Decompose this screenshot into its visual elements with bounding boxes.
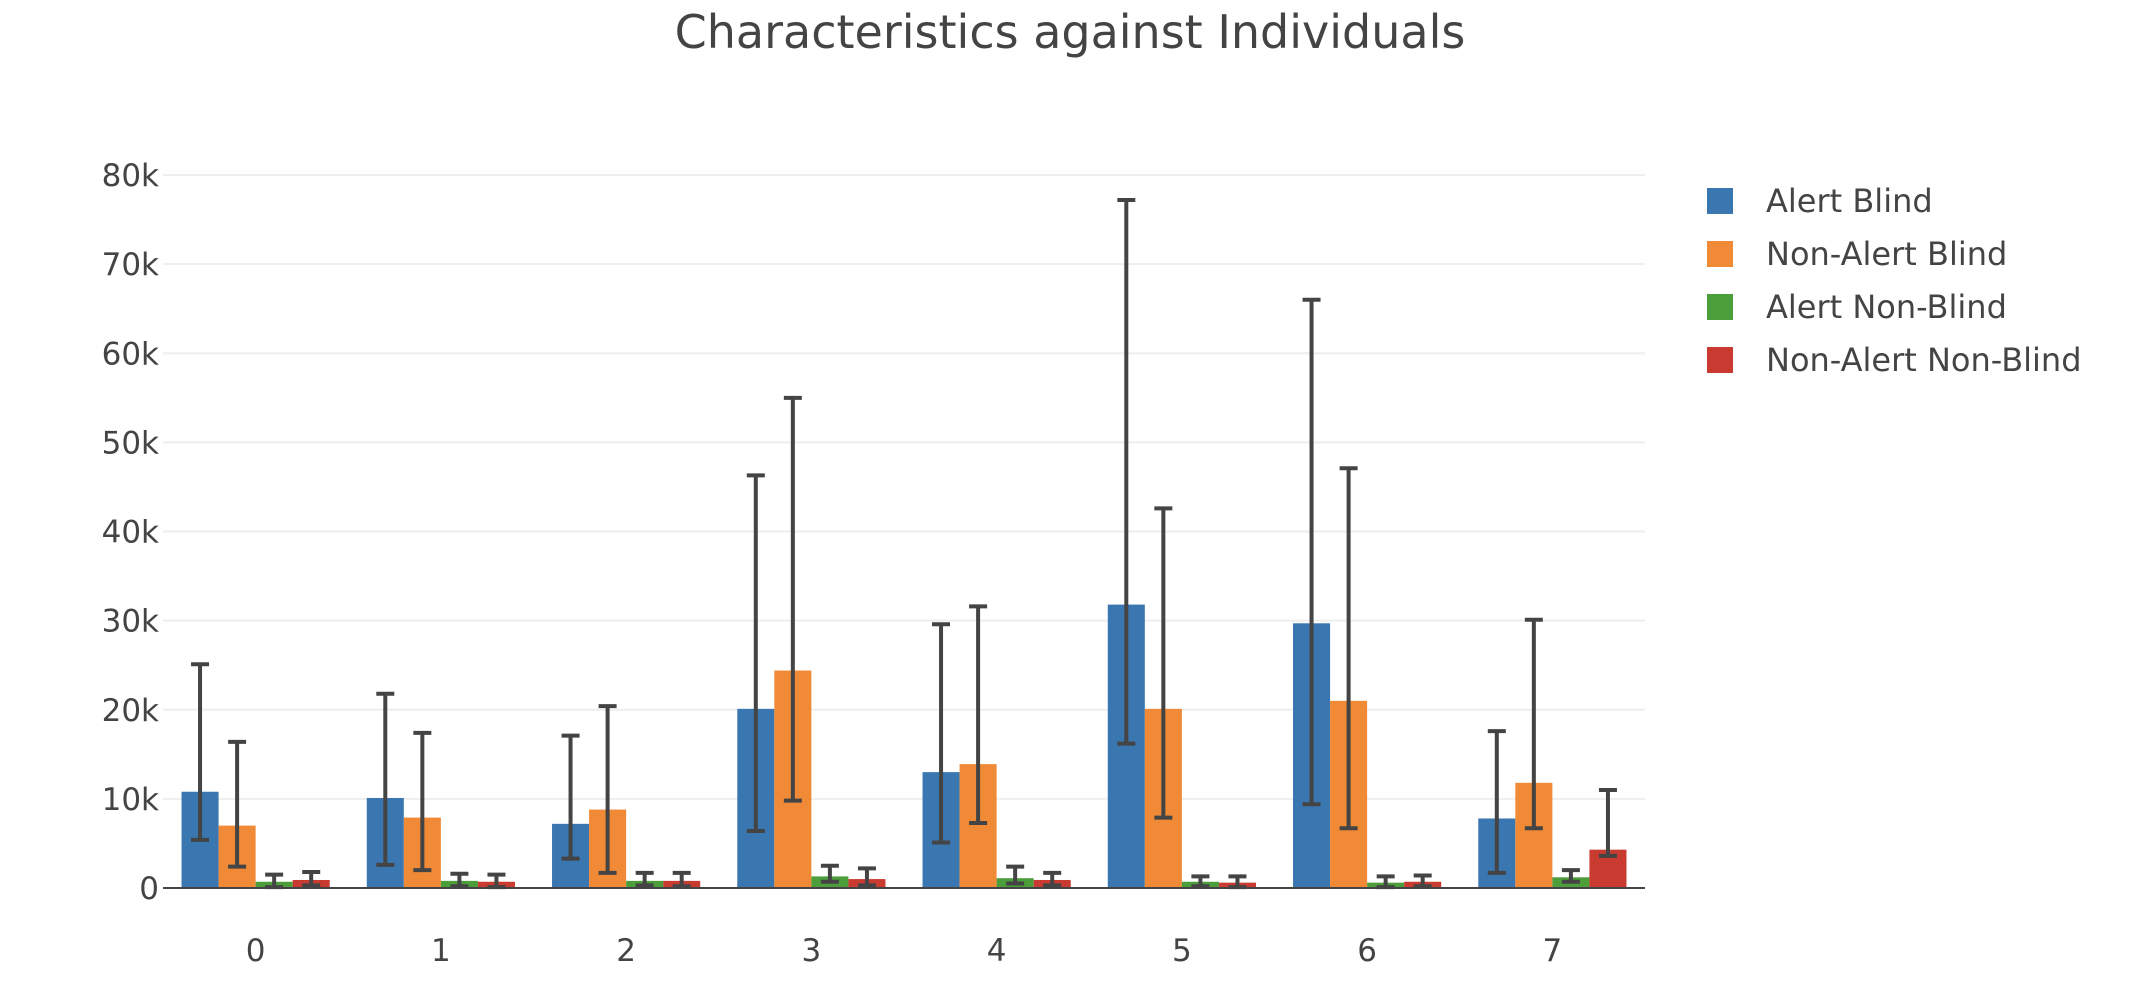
error-bar xyxy=(783,395,802,803)
error-bars xyxy=(191,197,1617,890)
error-bar xyxy=(1413,873,1432,889)
x-tick-label: 0 xyxy=(246,933,266,969)
chart-title: Characteristics against Individuals xyxy=(675,5,1466,59)
error-bar xyxy=(191,662,210,842)
y-tick-label: 30k xyxy=(102,604,159,640)
error-bar xyxy=(1561,868,1580,884)
legend-label[interactable]: Non-Alert Blind xyxy=(1766,235,2007,273)
y-tick-label: 40k xyxy=(102,515,159,551)
error-bar xyxy=(746,473,765,833)
error-bar xyxy=(376,691,395,867)
y-tick-label: 70k xyxy=(102,247,159,283)
error-bar xyxy=(932,622,951,845)
error-bar xyxy=(1339,466,1358,831)
error-bar xyxy=(1487,729,1506,875)
y-tick-label: 0 xyxy=(139,871,159,907)
x-tick-label: 5 xyxy=(1172,933,1192,969)
y-tick-label: 50k xyxy=(102,425,159,461)
error-bar xyxy=(598,704,617,875)
y-tick-label: 80k xyxy=(102,158,159,194)
error-bar xyxy=(1598,787,1617,858)
error-bar xyxy=(1524,617,1543,831)
error-bar xyxy=(1154,506,1173,820)
error-bar xyxy=(487,872,506,890)
legend-label[interactable]: Alert Non-Blind xyxy=(1766,288,2007,326)
x-axis-ticks: 0 1 2 3 4 5 6 7 xyxy=(246,933,1562,969)
error-bar xyxy=(1043,870,1062,888)
legend-swatch[interactable] xyxy=(1707,188,1733,214)
y-tick-label: 10k xyxy=(102,782,159,818)
legend-swatch[interactable] xyxy=(1707,347,1733,373)
x-tick-label: 7 xyxy=(1543,933,1563,969)
error-bar xyxy=(1191,874,1210,889)
x-tick-label: 1 xyxy=(431,933,451,969)
legend-swatch[interactable] xyxy=(1707,294,1733,320)
legend-label[interactable]: Alert Blind xyxy=(1766,182,1933,220)
legend-swatch[interactable] xyxy=(1707,241,1733,267)
error-bar xyxy=(413,730,432,873)
error-bar xyxy=(820,863,839,884)
error-bar xyxy=(1117,197,1136,746)
gridlines xyxy=(163,174,1645,800)
x-tick-label: 3 xyxy=(802,933,822,969)
error-bar xyxy=(1006,864,1025,886)
x-tick-label: 4 xyxy=(987,933,1007,969)
y-tick-label: 20k xyxy=(102,693,159,729)
error-bar xyxy=(265,872,284,890)
error-bar xyxy=(635,870,654,888)
bars xyxy=(181,604,1627,888)
y-axis-ticks: 0 10k 20k 30k 40k 50k 60k 70k 80k xyxy=(102,158,159,907)
error-bar xyxy=(1376,874,1395,890)
legend-label[interactable]: Non-Alert Non-Blind xyxy=(1766,341,2082,379)
error-bar xyxy=(228,739,247,869)
legend[interactable]: Alert Blind Non-Alert Blind Alert Non-Blin… xyxy=(1707,182,2082,379)
error-bar xyxy=(1302,297,1321,807)
error-bar xyxy=(1228,874,1247,890)
error-bar xyxy=(969,604,988,825)
error-bar xyxy=(561,733,580,861)
x-tick-label: 6 xyxy=(1357,933,1377,969)
error-bar xyxy=(302,869,321,888)
x-tick-label: 2 xyxy=(616,933,636,969)
y-tick-label: 60k xyxy=(102,336,159,372)
error-bar xyxy=(857,866,876,888)
error-bar xyxy=(672,870,691,889)
error-bar xyxy=(450,871,469,889)
